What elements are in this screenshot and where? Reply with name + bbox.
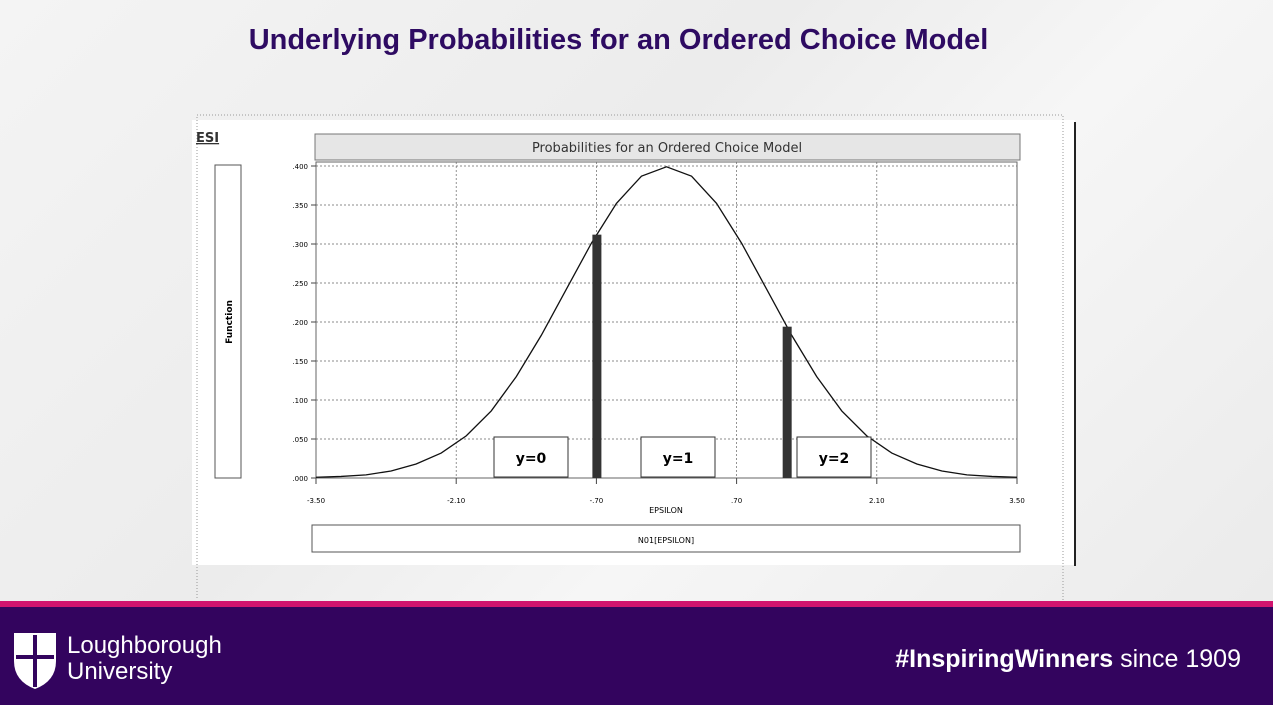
y-tick-label: .400 (292, 163, 308, 171)
y-tick-label: .200 (292, 319, 308, 327)
university-name: Loughborough University (67, 633, 222, 685)
y-tick-label: .350 (292, 202, 308, 210)
logo-shield (14, 633, 56, 689)
x-axis-label: EPSILON (649, 506, 683, 515)
x-tick-label: 3.50 (1009, 497, 1025, 505)
title-bar (314, 133, 1021, 161)
annotation-box (640, 436, 716, 478)
annotation: y=1 (663, 451, 694, 467)
y-axis-label: Function (225, 300, 235, 344)
y-tick-label: .150 (292, 358, 308, 366)
hashtag: #InspiringWinners (895, 645, 1114, 673)
y-tick-label: .050 (292, 436, 308, 444)
university-line: University (67, 658, 173, 685)
logo-text: ESI (196, 131, 219, 146)
annotation-box (493, 436, 569, 478)
density-curve (315, 166, 1018, 478)
x-tick-label: -2.10 (447, 497, 465, 505)
threshold-bar (782, 326, 792, 478)
y-tick-label: .250 (292, 280, 308, 288)
chart-panel (192, 120, 1075, 565)
chart: ESI Probabilities for an Ordered Choice … (192, 114, 1076, 600)
chart-title: Probabilities for an Ordered Choice Mode… (532, 141, 802, 156)
threshold-bar (592, 234, 602, 478)
y-tick-label: .000 (292, 475, 308, 483)
tagline: #InspiringWinners since 1909 (895, 645, 1241, 674)
annotation: y=0 (516, 451, 547, 467)
y-tick-label: .300 (292, 241, 308, 249)
footer-label-box (311, 524, 1021, 553)
slide-title: Underlying Probabilities for an Ordered … (248, 24, 989, 56)
x-tick-label: -.70 (590, 497, 604, 505)
x-tick-label: .70 (731, 497, 742, 505)
university-line: Loughborough (67, 632, 222, 659)
y-label-box (214, 164, 242, 479)
x-tick-label: 2.10 (869, 497, 885, 505)
since: since 1909 (1120, 645, 1241, 673)
footer-label: N01[EPSILON] (638, 536, 694, 545)
x-tick-label: -3.50 (307, 497, 325, 505)
annotation: y=2 (819, 451, 850, 467)
selection-frame (196, 114, 1064, 600)
y-tick-label: .100 (292, 397, 308, 405)
footer: Loughborough University #InspiringWinners… (0, 601, 1273, 705)
annotation-box (796, 436, 872, 478)
